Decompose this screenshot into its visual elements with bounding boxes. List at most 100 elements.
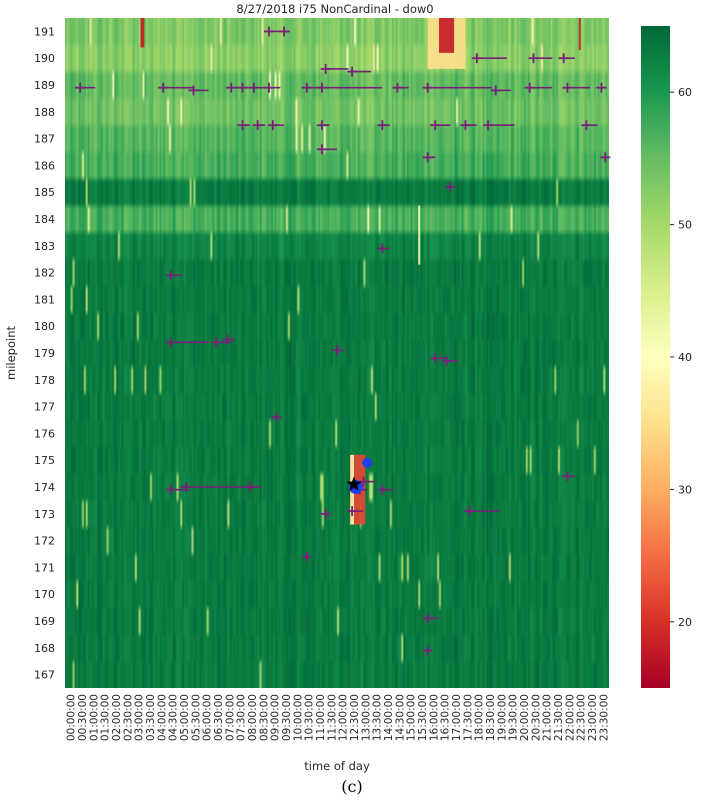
y-tick-label: 185 bbox=[34, 186, 55, 199]
x-tick-label: 07:00:00 bbox=[224, 694, 236, 741]
x-tick-label: 12:00:00 bbox=[338, 694, 350, 741]
incident-marker bbox=[422, 152, 436, 163]
y-tick-label: 191 bbox=[34, 25, 55, 38]
incident-marker bbox=[316, 120, 330, 131]
incident-marker bbox=[558, 53, 575, 64]
incident-marker bbox=[188, 85, 209, 96]
congestion-region bbox=[439, 18, 455, 53]
x-tick-label: 00:30:00 bbox=[77, 694, 89, 741]
incident-marker bbox=[165, 270, 183, 281]
y-tick-label: 177 bbox=[34, 401, 55, 414]
incident-markers bbox=[75, 26, 611, 656]
x-tick-label: 08:30:00 bbox=[258, 694, 270, 741]
x-tick-label: 17:00:00 bbox=[451, 694, 463, 741]
y-axis-ticks: 191 190 189 188 187 186 185 184 183 182 181 180 179 1… bbox=[34, 25, 55, 681]
x-tick-label: 04:30:00 bbox=[168, 694, 180, 741]
y-tick-label: 169 bbox=[34, 615, 55, 628]
x-tick-label: 03:30:00 bbox=[145, 694, 157, 741]
x-tick-label: 12:30:00 bbox=[349, 694, 361, 741]
congestion-region bbox=[418, 205, 421, 265]
incident-marker bbox=[528, 53, 553, 64]
x-tick-label: 08:00:00 bbox=[247, 694, 259, 741]
x-tick-label: 13:00:00 bbox=[360, 694, 372, 741]
colorbar-tick-label: 20 bbox=[678, 616, 692, 629]
x-tick-label: 09:30:00 bbox=[281, 694, 293, 741]
y-tick-label: 186 bbox=[34, 159, 55, 172]
incident-marker bbox=[332, 345, 345, 356]
y-tick-label: 184 bbox=[34, 213, 55, 226]
incident-marker bbox=[490, 85, 511, 96]
y-tick-label: 189 bbox=[34, 79, 55, 92]
incident-marker bbox=[180, 482, 251, 492]
x-tick-label: 18:00:00 bbox=[474, 694, 486, 741]
incident-marker bbox=[524, 82, 553, 93]
incident-marker bbox=[441, 356, 458, 367]
incident-marker bbox=[445, 181, 456, 192]
colorbar-tick-label: 40 bbox=[678, 351, 692, 364]
incident-marker bbox=[279, 26, 290, 37]
y-tick-label: 181 bbox=[34, 293, 55, 306]
incident-marker bbox=[75, 82, 96, 93]
x-tick-label: 20:00:00 bbox=[519, 694, 531, 741]
y-tick-label: 172 bbox=[34, 535, 55, 548]
colorbar-tick-label: 50 bbox=[678, 219, 692, 232]
x-tick-label: 11:00:00 bbox=[315, 694, 327, 741]
incident-marker bbox=[226, 82, 239, 93]
y-tick-label: 188 bbox=[34, 106, 55, 119]
incident-marker bbox=[252, 120, 266, 131]
y-tick-label: 187 bbox=[34, 133, 55, 146]
y-tick-label: 170 bbox=[34, 588, 55, 601]
x-tick-label: 23:00:00 bbox=[587, 694, 599, 741]
x-tick-label: 18:30:00 bbox=[485, 694, 497, 741]
y-tick-label: 168 bbox=[34, 642, 55, 655]
x-tick-label: 06:30:00 bbox=[213, 694, 225, 741]
x-tick-label: 06:00:00 bbox=[202, 694, 214, 741]
incident-marker bbox=[320, 508, 331, 519]
x-tick-label: 14:00:00 bbox=[383, 694, 395, 741]
y-tick-label: 167 bbox=[34, 669, 55, 682]
x-tick-label: 00:00:00 bbox=[66, 694, 78, 741]
x-tick-label: 01:00:00 bbox=[88, 694, 100, 741]
x-tick-label: 20:30:00 bbox=[530, 694, 542, 741]
x-tick-label: 19:00:00 bbox=[496, 694, 508, 741]
incident-marker bbox=[377, 120, 390, 131]
x-tick-label: 22:00:00 bbox=[564, 694, 576, 741]
y-tick-label: 173 bbox=[34, 508, 55, 521]
x-tick-label: 02:00:00 bbox=[111, 694, 123, 741]
incident-marker bbox=[158, 82, 194, 93]
x-tick-label: 01:30:00 bbox=[100, 694, 112, 741]
x-tick-label: 04:00:00 bbox=[156, 694, 168, 741]
y-tick-label: 178 bbox=[34, 374, 55, 387]
incident-marker bbox=[347, 506, 364, 517]
y-tick-label: 183 bbox=[34, 240, 55, 253]
chart-title: 8/27/2018 i75 NonCardinal - dow0 bbox=[236, 2, 433, 16]
x-tick-label: 13:30:00 bbox=[372, 694, 384, 741]
y-tick-label: 190 bbox=[34, 52, 55, 65]
incident-marker bbox=[271, 412, 282, 423]
blue-circle-marker bbox=[362, 457, 373, 468]
incident-marker bbox=[165, 337, 209, 348]
incident-marker bbox=[237, 120, 251, 131]
y-tick-label: 175 bbox=[34, 454, 55, 467]
incident-marker bbox=[392, 82, 409, 93]
x-tick-label: 10:00:00 bbox=[292, 694, 304, 741]
event-markers bbox=[346, 457, 373, 494]
x-tick-label: 21:00:00 bbox=[542, 694, 554, 741]
incident-marker bbox=[377, 243, 390, 254]
x-tick-label: 16:00:00 bbox=[428, 694, 440, 741]
x-tick-label: 15:00:00 bbox=[406, 694, 418, 741]
colorbar: 20 30 40 50 60 bbox=[641, 26, 692, 688]
y-tick-label: 182 bbox=[34, 267, 55, 280]
incident-marker bbox=[430, 120, 451, 131]
incident-marker bbox=[483, 120, 515, 131]
incident-marker bbox=[422, 82, 492, 93]
incident-marker bbox=[430, 353, 447, 364]
incident-marker bbox=[581, 120, 598, 131]
x-tick-label: 05:30:00 bbox=[190, 694, 202, 741]
colorbar-ticks: 20 30 40 50 60 bbox=[670, 86, 692, 629]
x-tick-label: 19:30:00 bbox=[508, 694, 520, 741]
incident-marker bbox=[377, 484, 394, 495]
incident-marker bbox=[316, 144, 337, 155]
x-tick-label: 17:30:00 bbox=[462, 694, 474, 741]
